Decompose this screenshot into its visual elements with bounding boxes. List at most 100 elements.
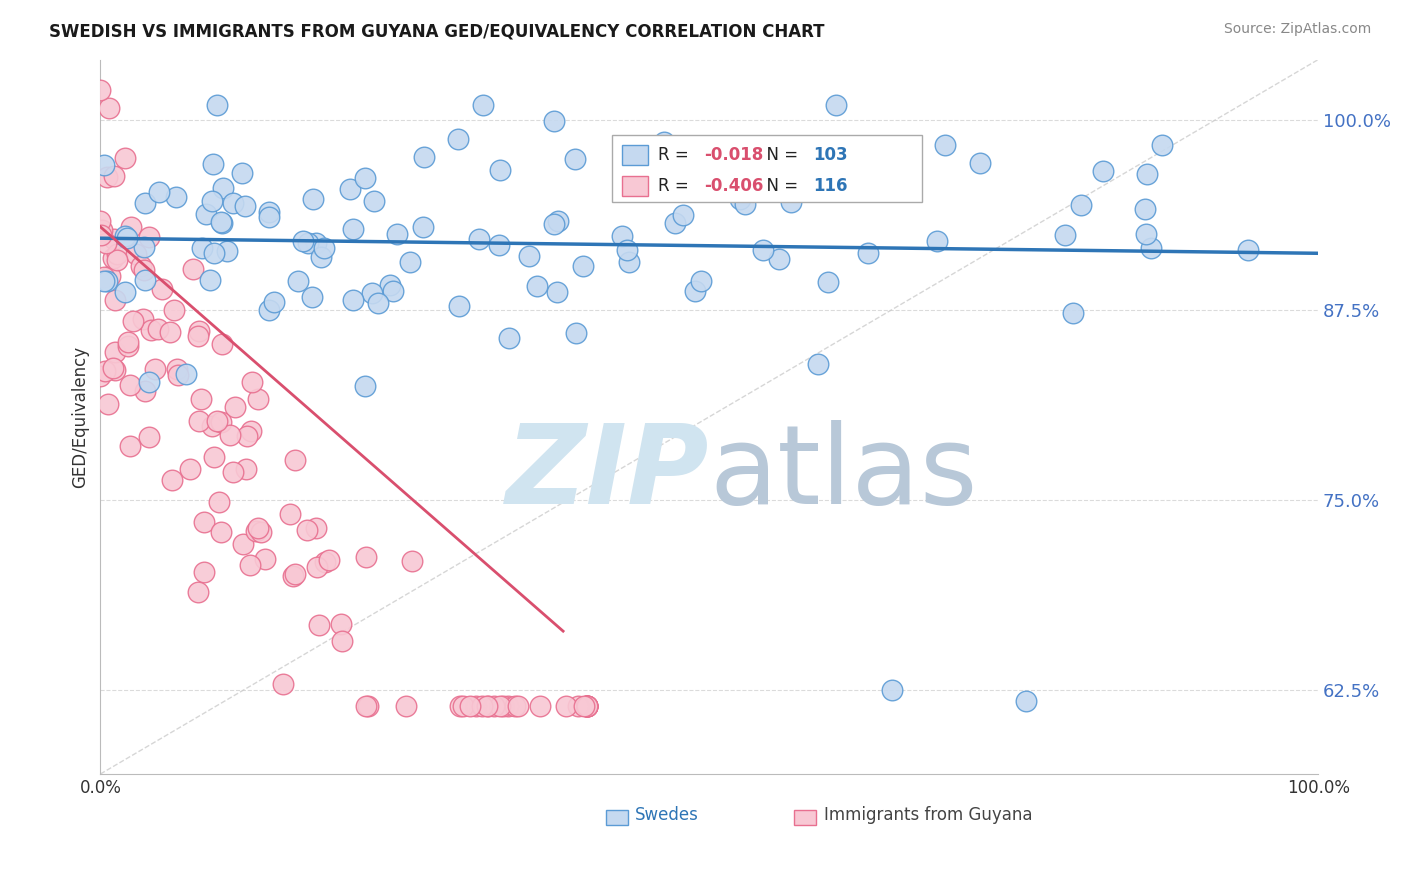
Point (117, 339, 139, 353)
Point (134, 195, 156, 210)
Point (205, 98, 228, 112)
Point (395, 698, 418, 713)
Text: N =: N = (755, 145, 803, 163)
Point (107, 247, 129, 261)
Point (468, 231, 491, 245)
Point (489, 162, 512, 177)
Point (576, 698, 599, 713)
Point (134, 273, 156, 287)
Point (554, 698, 576, 713)
Text: R =: R = (658, 177, 695, 195)
Point (101, 252, 124, 266)
Point (235, 429, 257, 443)
Point (807, 358, 830, 372)
Point (165, 190, 187, 204)
Point (231, 166, 253, 180)
Point (1139, 241, 1161, 255)
Point (118, 439, 141, 453)
Point (488, 238, 510, 252)
Point (146, 322, 169, 336)
Point (471, 698, 494, 713)
Point (363, 194, 385, 208)
Point (305, 520, 328, 534)
Point (301, 290, 323, 304)
Point (281, 569, 304, 583)
Point (162, 473, 184, 487)
Point (114, 229, 136, 244)
Point (357, 698, 380, 713)
Point (201, 194, 224, 209)
Point (150, 282, 173, 296)
Point (1062, 305, 1084, 319)
Point (342, 293, 364, 308)
Point (139, 323, 162, 337)
Point (125, 247, 148, 261)
Text: R =: R = (658, 145, 695, 163)
Point (120, 378, 142, 392)
Point (222, 196, 245, 211)
Point (576, 698, 599, 713)
Point (93, 274, 115, 288)
Point (233, 199, 256, 213)
Point (934, 137, 956, 152)
Point (297, 235, 319, 250)
Point (202, 450, 225, 465)
Point (574, 698, 596, 713)
Point (330, 633, 353, 648)
Point (105, 252, 128, 267)
Point (381, 284, 404, 298)
Point (129, 259, 152, 273)
Point (672, 208, 695, 222)
Point (482, 698, 505, 713)
Point (187, 324, 209, 338)
Point (576, 698, 599, 713)
Point (576, 698, 599, 713)
Point (246, 521, 269, 535)
Point (572, 259, 595, 273)
Point (728, 193, 751, 207)
Point (353, 378, 375, 392)
Point (191, 241, 214, 255)
Point (148, 185, 170, 199)
Point (780, 195, 803, 210)
Point (232, 537, 254, 551)
Text: -0.018: -0.018 (704, 145, 763, 163)
Point (284, 453, 307, 467)
Point (117, 231, 139, 245)
Point (221, 466, 243, 480)
Text: SWEDISH VS IMMIGRANTS FROM GUYANA GED/EQUIVALENCY CORRELATION CHART: SWEDISH VS IMMIGRANTS FROM GUYANA GED/EQ… (49, 22, 825, 40)
Point (117, 335, 139, 350)
FancyBboxPatch shape (612, 135, 922, 202)
Point (94, 364, 117, 378)
Point (1152, 137, 1174, 152)
Point (138, 376, 160, 390)
Point (205, 414, 228, 428)
FancyBboxPatch shape (621, 176, 648, 196)
Point (876, 139, 898, 153)
FancyBboxPatch shape (621, 145, 648, 165)
Point (856, 246, 879, 260)
Point (278, 508, 301, 522)
Point (825, 98, 848, 112)
Text: atlas: atlas (709, 420, 977, 527)
Point (1070, 198, 1092, 212)
Point (367, 296, 389, 310)
Point (209, 215, 232, 229)
Point (103, 169, 125, 183)
Point (295, 523, 318, 537)
Point (492, 698, 515, 713)
Point (138, 430, 160, 444)
Point (565, 326, 588, 340)
Point (752, 244, 775, 258)
Point (546, 285, 568, 300)
Point (114, 285, 136, 299)
Point (114, 152, 136, 166)
Point (447, 132, 470, 146)
Point (166, 361, 188, 376)
Point (235, 462, 257, 476)
Point (181, 262, 204, 277)
Point (465, 698, 488, 713)
Point (120, 220, 142, 235)
Point (616, 244, 638, 258)
Point (477, 698, 499, 713)
